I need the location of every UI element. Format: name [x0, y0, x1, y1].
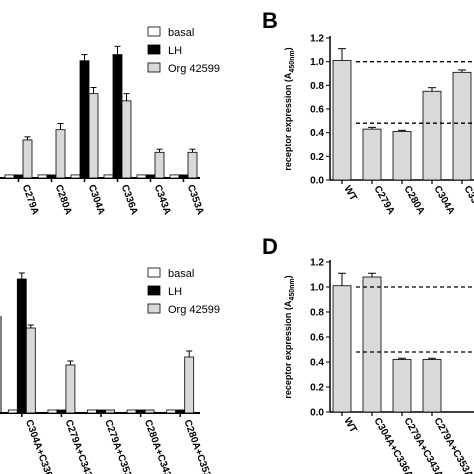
legend-swatch	[147, 44, 161, 55]
bar-top-left-basal	[103, 174, 114, 179]
bar-bottom-left-basal	[47, 409, 58, 414]
y-tick-label: 1.2	[310, 34, 324, 45]
bar-B	[362, 128, 382, 181]
bar-top-left-lh	[46, 174, 57, 179]
y-tick-label: 0.4	[310, 128, 324, 139]
bar-top-left-lh	[145, 174, 156, 179]
bar-bottom-left-basal	[7, 409, 18, 414]
legend-swatch	[147, 303, 161, 314]
x-tick-label: C279A+C353A	[102, 418, 136, 474]
bar-B	[332, 60, 352, 181]
y-tick-label: 0.8	[310, 81, 324, 92]
legend-label: LH	[168, 286, 182, 298]
bar-top-left-lh	[178, 174, 189, 179]
bar-B	[422, 90, 442, 181]
bar-top-left-basal	[169, 174, 180, 179]
x-tick-label: C279A	[371, 184, 396, 216]
legend-label: Org 42599	[168, 63, 220, 75]
x-tick-label: C280A+C343A	[142, 418, 176, 474]
y-tick-label: 1.0	[310, 283, 324, 294]
x-tick-label: WT	[341, 416, 358, 435]
bar-top-left-org-42599	[55, 129, 66, 179]
bar-B	[392, 131, 412, 181]
bar-bottom-left-basal	[166, 409, 177, 414]
x-tick-label: C279A	[20, 183, 41, 216]
y-tick-label: 0.4	[310, 358, 324, 369]
panel-label-b: B	[262, 8, 278, 33]
y-tick-label: 0.8	[310, 308, 324, 319]
y-axis-label: receptor expression (A450nm)	[283, 275, 296, 398]
y-tick-label: 1.0	[310, 57, 324, 68]
bar-top-left-basal	[136, 174, 147, 179]
legend-swatch	[147, 267, 161, 278]
y-tick-label: 0.2	[310, 383, 324, 394]
x-tick-label: C336A	[119, 183, 140, 216]
x-tick-label: C279A+C343A	[63, 418, 97, 474]
bar-top-left-basal	[37, 174, 48, 179]
x-tick-label: C353A	[185, 183, 206, 216]
bar-D	[362, 276, 382, 413]
bar-top-left-basal	[4, 174, 15, 179]
x-tick-label: C304A	[86, 183, 107, 216]
bar-top-left-org-42599	[88, 93, 99, 179]
x-tick-label: C280A	[53, 183, 74, 216]
bar-top-left-lh	[112, 54, 123, 179]
legend-label: basal	[168, 27, 194, 39]
bar-bottom-left-org-42599	[65, 364, 76, 414]
bar-D	[422, 359, 442, 413]
legend-swatch	[147, 285, 161, 296]
bar-top-left-basal	[70, 174, 81, 179]
bar-bottom-left-lh	[96, 409, 106, 414]
bar-D	[332, 285, 352, 413]
bar-bottom-left-org-42599	[184, 356, 195, 414]
bar-bottom-left-lh	[135, 409, 146, 414]
bar-bottom-left-org-42599	[105, 409, 115, 414]
legend-label: basal	[168, 268, 194, 280]
y-tick-label: 0.0	[310, 176, 324, 187]
bar-bottom-left-lh	[56, 409, 67, 414]
bar-bottom-left-basal	[126, 409, 137, 414]
x-tick-label: C280A	[401, 184, 426, 216]
bar-bottom-left-org-42599	[144, 409, 155, 414]
panel-label-d: D	[262, 234, 278, 259]
legend-label: Org 42599	[168, 304, 220, 316]
bar-bottom-left-basal	[87, 409, 97, 414]
y-tick-label: 0.6	[310, 333, 324, 344]
x-tick-label: C336A	[461, 184, 474, 216]
bar-top-left-org-42599	[121, 100, 132, 179]
bar-top-left-org-42599	[187, 151, 198, 179]
bar-bottom-left-lh	[16, 278, 27, 414]
legend-swatch	[147, 26, 161, 37]
legend-label: LH	[168, 45, 182, 57]
y-tick-label: 0.0	[310, 408, 324, 419]
bar-bottom-left-lh	[175, 409, 186, 414]
bar-D	[392, 359, 412, 413]
bar-bottom-left-org-42599	[25, 327, 36, 414]
x-tick-label: C304A+C336A	[23, 418, 57, 474]
x-tick-label: C343A	[152, 183, 173, 216]
y-tick-label: 0.2	[310, 152, 324, 163]
y-axis-label: receptor expression (A450nm)	[283, 47, 296, 170]
legend-swatch	[147, 62, 161, 73]
x-tick-label: C304A	[431, 184, 456, 216]
bar-top-left-org-42599	[22, 139, 33, 179]
bar-top-left-lh	[79, 60, 90, 179]
bar-top-left-lh	[13, 174, 24, 179]
y-tick-label: 1.2	[310, 258, 324, 269]
bar-B	[452, 71, 472, 181]
x-tick-label: WT	[341, 184, 358, 203]
bar-top-left-org-42599	[154, 151, 165, 179]
x-tick-label: C280A+C353A	[181, 418, 215, 474]
y-tick-label: 0.6	[310, 105, 324, 116]
